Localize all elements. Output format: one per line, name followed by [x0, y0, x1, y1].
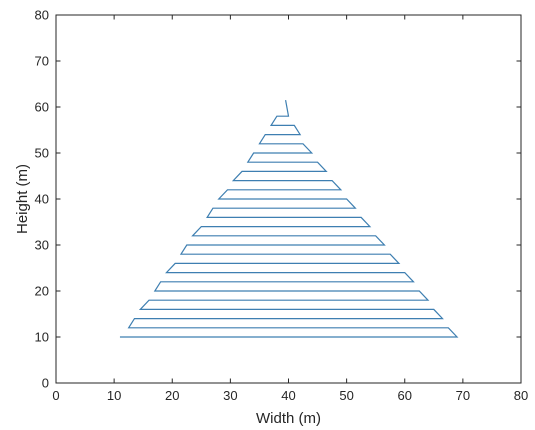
x-tick-label: 30	[223, 388, 237, 403]
x-tick-label: 60	[398, 388, 412, 403]
y-tick-label: 50	[35, 146, 49, 161]
x-tick-label: 20	[165, 388, 179, 403]
x-tick-label: 50	[339, 388, 353, 403]
y-tick-label: 20	[35, 284, 49, 299]
data-layer	[119, 99, 459, 338]
x-tick-label: 10	[107, 388, 121, 403]
y-tick-label: 0	[42, 376, 49, 391]
x-tick-label: 80	[514, 388, 528, 403]
y-tick-label: 80	[35, 8, 49, 23]
ticks-layer: 0 10 20 30 40 50 60 70 80 0 10 20 30 40 50 60 70 80	[35, 8, 529, 404]
x-tick-label: 0	[52, 388, 59, 403]
y-tick-label: 10	[35, 330, 49, 345]
x-tick-label: 40	[281, 388, 295, 403]
x-tick-label: 70	[456, 388, 470, 403]
y-tick-label: 60	[35, 100, 49, 115]
series-line	[119, 99, 459, 338]
x-axis-title: Width (m)	[256, 410, 321, 427]
y-tick-label: 40	[35, 192, 49, 207]
y-tick-label: 30	[35, 238, 49, 253]
y-axis-title: Height (m)	[14, 164, 31, 234]
y-tick-label: 70	[35, 54, 49, 69]
